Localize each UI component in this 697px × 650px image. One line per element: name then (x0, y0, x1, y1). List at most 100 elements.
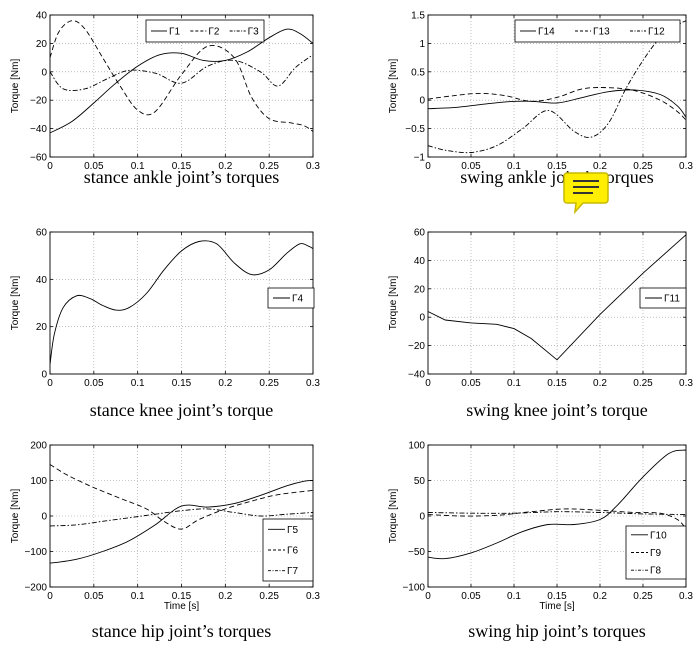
x-axis-label: Time [s] (539, 601, 574, 612)
x-tick-label: 0.25 (259, 161, 279, 172)
x-tick-label: 0.1 (507, 161, 521, 172)
legend-label: Γ10 (650, 530, 667, 541)
legend-label: Γ4 (292, 294, 304, 305)
series-line (50, 508, 313, 527)
x-tick-label: 0.05 (84, 161, 104, 172)
y-tick-label: −0.5 (405, 124, 425, 135)
legend-label: Γ13 (593, 27, 610, 38)
chart-caption: stance ankle joint’s torques (84, 167, 279, 187)
axes-frame (427, 444, 687, 588)
legend-box (639, 287, 687, 309)
note-icon[interactable] (563, 170, 609, 216)
x-tick-label: 0.25 (259, 378, 279, 389)
series-line (428, 508, 686, 530)
x-tick-label: 0.2 (593, 161, 607, 172)
legend-label: Γ9 (650, 548, 662, 559)
x-tick-label: 0.1 (131, 161, 145, 172)
series-line (428, 87, 686, 121)
y-tick-label: 1 (419, 39, 425, 50)
legend-label: Γ7 (287, 566, 299, 577)
y-tick-label: −20 (30, 96, 47, 107)
series-line (428, 449, 686, 560)
y-tick-label: 40 (414, 256, 426, 267)
chart-caption: swing knee joint’s torque (466, 400, 647, 420)
x-tick-label: 0.15 (172, 378, 192, 389)
x-tick-label: 0.3 (679, 161, 693, 172)
y-tick-label: 0 (41, 67, 47, 78)
x-tick-label: 0.1 (131, 378, 145, 389)
y-tick-label: 60 (36, 228, 48, 239)
y-tick-label: −200 (24, 583, 47, 594)
x-tick-label: 0.05 (84, 591, 104, 602)
x-tick-label: 0.3 (306, 591, 320, 602)
y-tick-label: 0 (41, 370, 47, 381)
x-tick-label: 0 (425, 591, 431, 602)
series-line (50, 240, 313, 365)
x-tick-label: 0.2 (218, 591, 232, 602)
y-tick-label: −50 (408, 547, 425, 558)
legend: Γ1 Γ2 Γ3 (145, 19, 265, 43)
x-tick-label: 0.15 (547, 378, 567, 389)
chart-panel: 0 0.05 0.1 0.15 0.2 0.25 0.3 −60 −40 −20 0 20 40 Torq… (10, 11, 320, 188)
legend-label: Γ12 (648, 27, 665, 38)
series-line (50, 54, 313, 91)
x-tick-label: 0.25 (633, 591, 653, 602)
y-tick-label: 0 (419, 96, 425, 107)
chart-panel: 0 0.05 0.1 0.15 0.2 0.25 0.3 −100 −50 0 50 100 Torqu… (388, 441, 693, 642)
chart-caption: swing ankle joint’s torques (460, 167, 653, 187)
x-tick-label: 0.2 (218, 161, 232, 172)
legend: Γ10 Γ9 Γ8 (625, 525, 687, 580)
legend: Γ11 (639, 287, 687, 309)
series-line (428, 234, 686, 361)
x-tick-label: 0.3 (306, 378, 320, 389)
y-axis-label: Torque [Nm] (10, 276, 21, 331)
legend: Γ5 Γ6 Γ7 (262, 518, 314, 582)
y-tick-label: −1 (414, 153, 426, 164)
x-tick-label: 0.2 (218, 378, 232, 389)
x-tick-label: 0 (47, 591, 53, 602)
x-tick-label: 0.3 (679, 378, 693, 389)
x-axis-label: Time [s] (164, 601, 199, 612)
x-tick-label: 0.2 (593, 591, 607, 602)
y-axis-label: Torque [Nm] (10, 59, 21, 114)
y-tick-label: −100 (24, 547, 47, 558)
legend-label: Γ8 (650, 566, 662, 577)
axes-frame (427, 14, 687, 158)
x-tick-label: 0 (47, 161, 53, 172)
chart-caption: stance knee joint’s torque (90, 400, 273, 420)
x-tick-label: 0 (47, 378, 53, 389)
legend-label: Γ6 (287, 546, 299, 557)
series-line (428, 511, 686, 516)
x-tick-label: 0.15 (172, 161, 192, 172)
legend-label: Γ3 (248, 27, 260, 38)
legend-label: Γ14 (538, 27, 555, 38)
chart-panel: 0 0.05 0.1 0.15 0.2 0.25 0.3 −40 −20 0 20 40 60 Torqu… (388, 228, 693, 421)
y-tick-label: 0 (41, 512, 47, 523)
x-tick-label: 0.1 (507, 591, 521, 602)
y-tick-label: −20 (408, 341, 425, 352)
y-tick-label: 40 (36, 275, 48, 286)
chart-caption: swing hip joint’s torques (468, 621, 646, 641)
y-tick-label: 1.5 (411, 11, 425, 22)
y-tick-label: 0 (419, 313, 425, 324)
x-tick-label: 0.2 (593, 378, 607, 389)
y-tick-label: 20 (36, 39, 48, 50)
x-tick-label: 0.15 (172, 591, 192, 602)
y-tick-label: 0.5 (411, 67, 425, 78)
legend: Γ4 (267, 287, 315, 309)
y-tick-label: 20 (36, 322, 48, 333)
y-tick-label: 40 (36, 11, 48, 22)
x-tick-label: 0.05 (461, 591, 481, 602)
y-axis-label: Torque [Nm] (388, 59, 399, 114)
y-tick-label: −40 (30, 124, 47, 135)
x-tick-label: 0.1 (507, 378, 521, 389)
legend: Γ14 Γ13 Γ12 (514, 19, 681, 43)
x-tick-label: 0.05 (84, 378, 104, 389)
y-axis-label: Torque [Nm] (10, 489, 21, 544)
legend-label: Γ2 (208, 27, 220, 38)
axes-frame (49, 444, 314, 588)
y-tick-label: 0 (419, 512, 425, 523)
y-tick-label: 100 (408, 441, 425, 452)
legend-box (514, 19, 681, 43)
